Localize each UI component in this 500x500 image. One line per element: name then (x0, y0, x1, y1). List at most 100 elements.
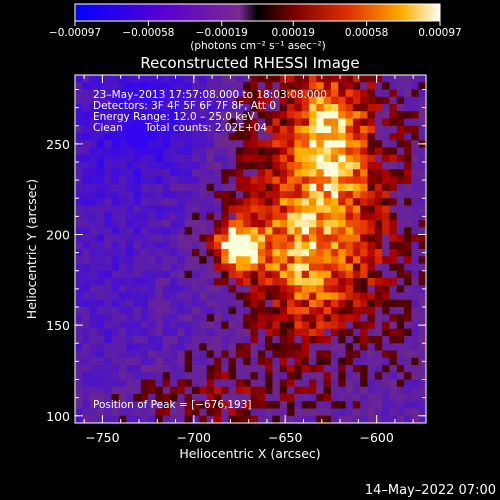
x-tick-label: −750 (85, 430, 119, 445)
heatmap-cell (301, 379, 310, 388)
heatmap-cell (75, 198, 83, 207)
heatmap-cell (323, 176, 332, 185)
heatmap-cell (148, 372, 157, 381)
heatmap-cell (184, 133, 193, 141)
heatmap-cell (235, 234, 244, 243)
heatmap-cell (382, 162, 391, 170)
heatmap-cell (199, 104, 208, 112)
heatmap-cell (235, 75, 244, 83)
heatmap-cell (96, 270, 105, 279)
heatmap-cell (294, 227, 303, 236)
heatmap-cell (82, 82, 91, 91)
heatmap-cell (338, 263, 347, 272)
heatmap-cell (411, 372, 420, 381)
heatmap-cell (257, 89, 266, 98)
heatmap-cell (396, 365, 405, 373)
heatmap-cell (309, 183, 317, 192)
heatmap-cell (82, 292, 91, 301)
heatmap-cell (235, 328, 244, 337)
heatmap-cell (396, 328, 405, 337)
heatmap-cell (374, 111, 383, 120)
heatmap-cell (221, 386, 230, 395)
heatmap-cell (82, 401, 91, 410)
heatmap-cell (111, 321, 120, 330)
heatmap-cell (192, 249, 200, 257)
heatmap-cell (265, 328, 274, 337)
heatmap-cell (279, 75, 288, 83)
heatmap-cell (126, 401, 135, 410)
heatmap-cell (243, 328, 252, 337)
heatmap-cell (301, 314, 310, 323)
heatmap-cell (404, 234, 412, 243)
heatmap-cell (316, 147, 325, 156)
heatmap-cell (162, 227, 171, 236)
heatmap-cell (382, 241, 391, 250)
heatmap-cell (352, 169, 361, 178)
heatmap-cell (221, 401, 230, 410)
heatmap-cell (243, 357, 252, 366)
colorbar-ticks: −0.00097 −0.00058 −0.00019 0.00019 0.00058 0.… (49, 21, 462, 39)
heatmap-cell (389, 154, 398, 163)
heatmap-cell (323, 343, 332, 352)
heatmap-cell (148, 220, 157, 228)
heatmap-cell (389, 125, 398, 134)
heatmap-cell (411, 343, 420, 352)
heatmap-cell (184, 336, 193, 344)
heatmap-cell (404, 336, 412, 344)
heatmap-cell (411, 198, 420, 207)
heatmap-cell (192, 104, 200, 112)
heatmap-cell (316, 205, 325, 214)
heatmap-cell (221, 285, 230, 294)
heatmap-cell (148, 104, 157, 112)
heatmap-cell (294, 104, 303, 112)
heatmap-cell (199, 379, 208, 388)
heatmap-cell (250, 379, 259, 388)
heatmap-cell (279, 372, 288, 381)
heatmap-cell (206, 328, 215, 337)
heatmap-cell (411, 169, 420, 178)
heatmap-cell (323, 350, 332, 359)
heatmap-cell (367, 249, 376, 257)
heatmap-cell (294, 169, 303, 178)
heatmap-cell (404, 292, 412, 301)
heatmap-cell (272, 401, 281, 410)
heatmap-cell (228, 343, 237, 352)
heatmap-cell (250, 89, 259, 98)
heatmap-cell (367, 256, 376, 265)
heatmap-cell (374, 357, 383, 366)
heatmap-cell (104, 372, 113, 381)
heatmap-cell (126, 198, 135, 207)
heatmap-cell (374, 96, 383, 105)
heatmap-cell (404, 227, 412, 236)
heatmap-cell (265, 220, 274, 228)
heatmap-cell (411, 379, 420, 388)
heatmap-cell (89, 205, 98, 214)
heatmap-cell (418, 183, 426, 192)
heatmap-cell (89, 191, 98, 199)
heatmap-cell (104, 256, 113, 265)
heatmap-cell (148, 82, 157, 91)
heatmap-cell (118, 111, 127, 120)
heatmap-cell (89, 212, 98, 221)
heatmap-cell (301, 328, 310, 337)
heatmap-cell (396, 394, 405, 402)
heatmap-cell (177, 154, 186, 163)
heatmap-cell (352, 162, 361, 170)
heatmap-cell (250, 154, 259, 163)
heatmap-cell (279, 118, 288, 127)
heatmap-cell (206, 198, 215, 207)
heatmap-cell (294, 357, 303, 366)
heatmap-cell (404, 350, 412, 359)
heatmap-cell (279, 147, 288, 156)
heatmap-cell (330, 379, 339, 388)
heatmap-cell (338, 386, 347, 395)
heatmap-cell (118, 256, 127, 265)
heatmap-cell (382, 104, 391, 112)
heatmap-cell (396, 133, 405, 141)
heatmap-cell (104, 183, 113, 192)
heatmap-cell (367, 292, 376, 301)
heatmap-cell (184, 328, 193, 337)
heatmap-cell (316, 220, 325, 228)
heatmap-cell (228, 270, 237, 279)
heatmap-cell (126, 263, 135, 272)
